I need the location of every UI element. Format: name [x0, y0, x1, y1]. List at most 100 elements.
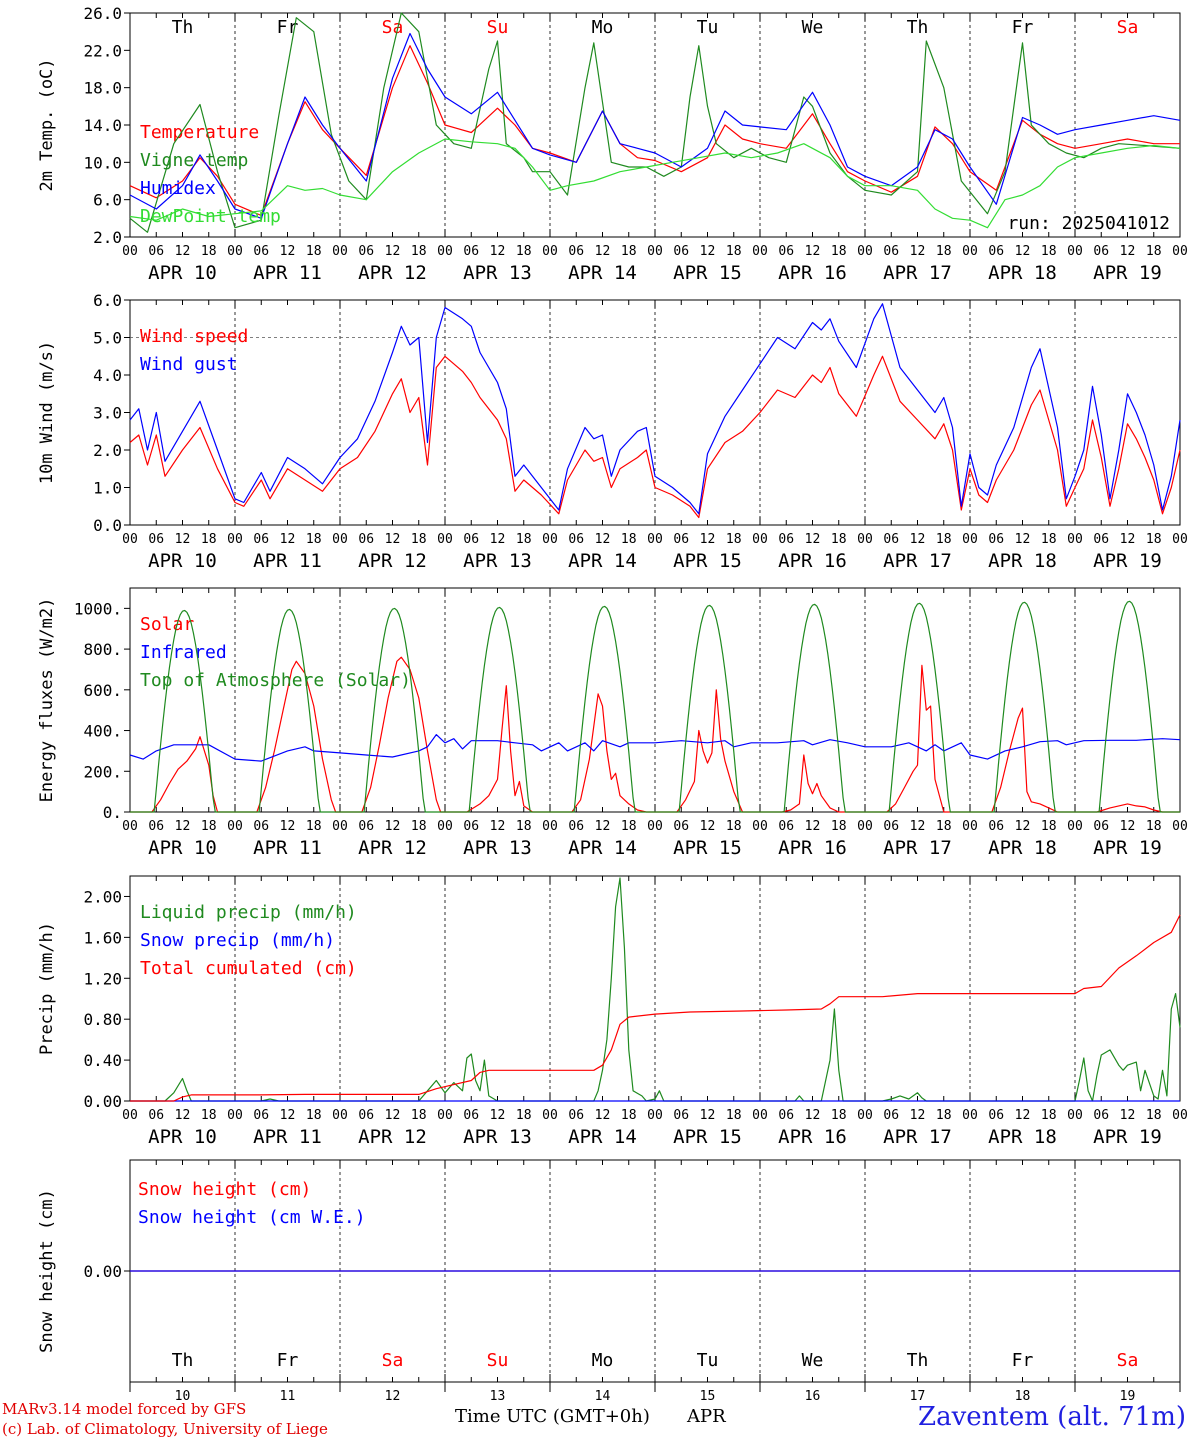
hour-tick-label: 06 — [778, 244, 794, 259]
hour-tick-label: 12 — [700, 819, 716, 834]
hour-tick-label: 12 — [1120, 532, 1136, 547]
date-label: APR 16 — [778, 550, 847, 572]
hour-tick-label: 06 — [673, 244, 689, 259]
day-number-label: 11 — [280, 1389, 296, 1404]
hour-tick-label: 06 — [1093, 1108, 1109, 1123]
day-number-label: 15 — [700, 1389, 716, 1404]
temperature-series-dewpoint-temp — [129, 138, 1181, 229]
date-label: APR 18 — [988, 1126, 1057, 1148]
y-tick-label: 0.40 — [83, 1051, 122, 1070]
hour-tick-label: 00 — [857, 244, 873, 259]
day-of-week-label: Th — [907, 17, 929, 38]
day-of-week-label: Su — [487, 17, 509, 38]
hour-tick-label: 00 — [542, 244, 558, 259]
hour-tick-label: 12 — [1120, 819, 1136, 834]
y-tick-label: 6.0 — [93, 191, 122, 210]
hour-tick-label: 12 — [700, 1108, 716, 1123]
day-of-week-label: Th — [172, 17, 194, 38]
hour-tick-label: 00 — [647, 1108, 663, 1123]
hour-tick-label: 00 — [332, 532, 348, 547]
hour-tick-label: 00 — [227, 1108, 243, 1123]
day-number-label: 10 — [175, 1389, 191, 1404]
date-label: APR 12 — [358, 1126, 427, 1148]
hour-tick-label: 18 — [411, 1108, 427, 1123]
hour-tick-label: 00 — [1067, 244, 1083, 259]
date-label: APR 10 — [148, 837, 217, 859]
y-tick-label: 2.0 — [93, 228, 122, 247]
hour-tick-label: 12 — [280, 532, 296, 547]
hour-tick-label: 00 — [1172, 532, 1188, 547]
hour-tick-label: 00 — [962, 244, 978, 259]
y-tick-label: 4.0 — [93, 366, 122, 385]
hour-tick-label: 00 — [227, 532, 243, 547]
y-tick-label: 10.0 — [83, 153, 122, 172]
hour-tick-label: 12 — [1015, 244, 1031, 259]
hour-tick-label: 12 — [1015, 1108, 1031, 1123]
precip-y-axis-label: Precip (mm/h) — [37, 922, 57, 1055]
hour-tick-label: 06 — [463, 244, 479, 259]
y-tick-label: 0. — [103, 803, 122, 822]
hour-tick-label: 00 — [332, 244, 348, 259]
run-annotation: run: 2025041012 — [1007, 213, 1170, 234]
hour-tick-label: 12 — [1015, 532, 1031, 547]
hour-tick-label: 06 — [1093, 819, 1109, 834]
hour-tick-label: 18 — [831, 819, 847, 834]
legend-entry: Liquid precip (mm/h) — [140, 902, 357, 923]
hour-tick-label: 06 — [463, 819, 479, 834]
date-label: APR 12 — [358, 262, 427, 284]
y-tick-label: 1000. — [74, 599, 122, 618]
y-tick-label: 6.0 — [93, 291, 122, 310]
date-label: APR 17 — [883, 262, 952, 284]
energy-y-axis-label: Energy fluxes (W/m2) — [37, 598, 57, 803]
hour-tick-label: 00 — [542, 532, 558, 547]
y-tick-label: 1.0 — [93, 479, 122, 498]
hour-tick-label: 12 — [805, 244, 821, 259]
day-of-week-label: Sa — [1117, 17, 1139, 38]
date-label: APR 12 — [358, 837, 427, 859]
date-label: APR 10 — [148, 550, 217, 572]
hour-tick-label: 18 — [1041, 1108, 1057, 1123]
hour-tick-label: 06 — [253, 532, 269, 547]
temperature-series-temperature — [129, 45, 1180, 217]
hour-tick-label: 00 — [857, 532, 873, 547]
hour-tick-label: 00 — [122, 532, 138, 547]
legend-entry: Top of Atmosphere (Solar) — [140, 670, 411, 691]
hour-tick-label: 00 — [227, 244, 243, 259]
legend-entry: Snow precip (mm/h) — [140, 930, 335, 951]
credit-line-2: (c) Lab. of Climatology, University of L… — [2, 1420, 328, 1438]
hour-tick-label: 00 — [122, 244, 138, 259]
hour-tick-label: 12 — [385, 819, 401, 834]
hour-tick-label: 06 — [358, 1108, 374, 1123]
hour-tick-label: 00 — [122, 1108, 138, 1123]
hour-tick-label: 18 — [726, 819, 742, 834]
hour-tick-label: 00 — [752, 532, 768, 547]
hour-tick-label: 00 — [1172, 244, 1188, 259]
day-of-week-label: Sa — [382, 17, 404, 38]
date-label: APR 14 — [568, 550, 637, 572]
y-tick-label: 2.0 — [93, 441, 122, 460]
hour-tick-label: 12 — [910, 819, 926, 834]
hour-tick-label: 12 — [490, 532, 506, 547]
hour-tick-label: 06 — [673, 819, 689, 834]
day-of-week-label: Th — [907, 1350, 929, 1371]
day-number-label: 14 — [595, 1389, 611, 1404]
legend-entry: Wind gust — [140, 354, 238, 375]
hour-tick-label: 12 — [805, 532, 821, 547]
hour-tick-label: 18 — [516, 1108, 532, 1123]
hour-tick-label: 00 — [122, 819, 138, 834]
hour-tick-label: 00 — [542, 819, 558, 834]
date-label: APR 15 — [673, 262, 742, 284]
date-label: APR 15 — [673, 1126, 742, 1148]
hour-tick-label: 06 — [253, 819, 269, 834]
snow-y-axis-label: Snow height (cm) — [37, 1189, 57, 1353]
day-of-week-label: Tu — [697, 1350, 719, 1371]
hour-tick-label: 12 — [490, 819, 506, 834]
hour-tick-label: 12 — [700, 532, 716, 547]
hour-tick-label: 12 — [490, 1108, 506, 1123]
date-label: APR 18 — [988, 837, 1057, 859]
day-of-week-label: Fr — [1012, 17, 1034, 38]
date-label: APR 12 — [358, 550, 427, 572]
date-label: APR 11 — [253, 262, 322, 284]
y-tick-label: 18.0 — [83, 79, 122, 98]
hour-tick-label: 18 — [936, 244, 952, 259]
